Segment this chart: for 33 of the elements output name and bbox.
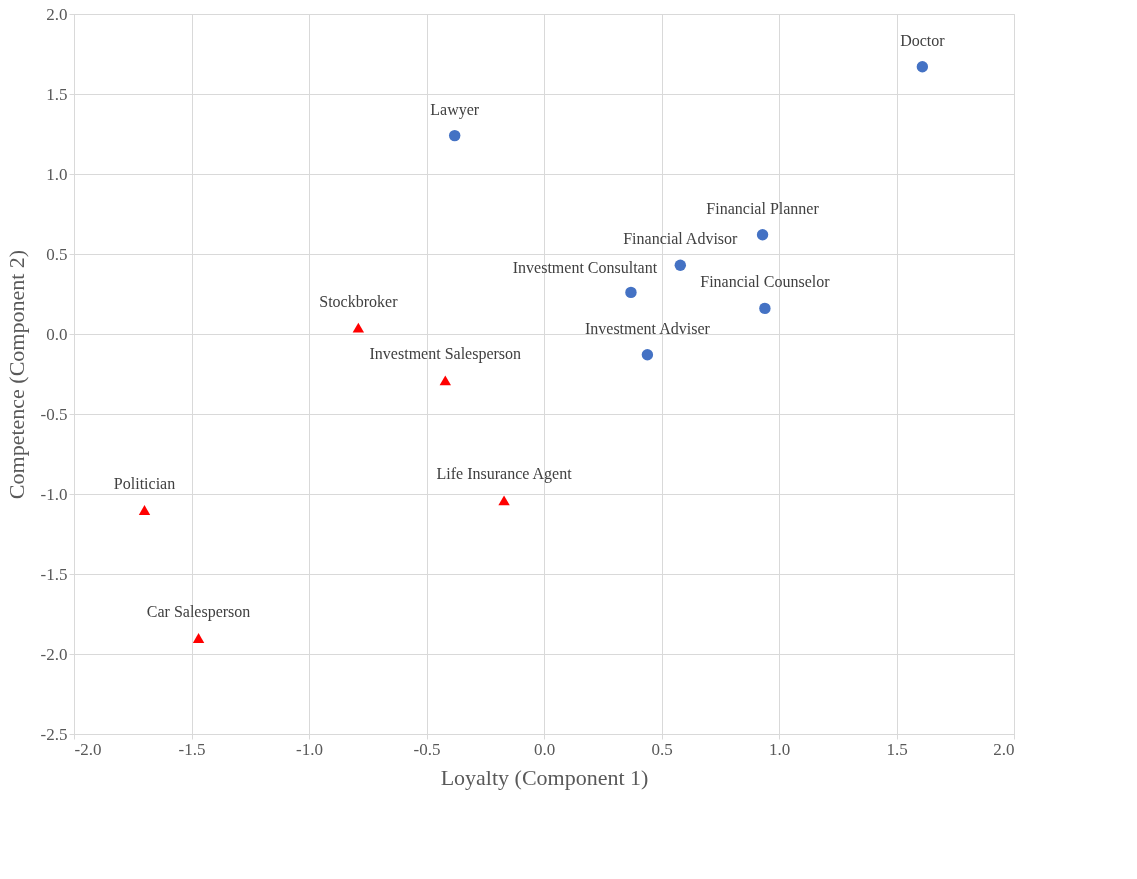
annotation: Investment Salesperson: [369, 345, 522, 364]
annotation: Life Insurance Agent: [436, 465, 573, 484]
x-tick-label: 0.5: [651, 739, 673, 759]
x-axis-title: Loyalty (Component 1): [440, 764, 649, 790]
annotation: Lawyer: [430, 100, 480, 119]
y-tick-label: 1.5: [46, 84, 68, 104]
annotation: Car Salesperson: [146, 603, 251, 621]
y-tick-label: -0.5: [40, 404, 68, 424]
y-tick-label: 0.0: [46, 324, 68, 344]
annotation: Investment Consultant: [512, 259, 658, 277]
annotation: Financial Planner: [706, 199, 820, 217]
y-tick-label: -2.5: [40, 724, 68, 744]
x-tick-label: 0.0: [533, 739, 556, 759]
x-tick-label: -0.5: [413, 739, 441, 759]
y-tick-label: -2.0: [40, 644, 68, 664]
y-tick-label: 0.5: [46, 244, 68, 264]
annotation: Financial Advisor: [623, 230, 739, 248]
x-tick-label: 2.0: [993, 739, 1015, 759]
annotation: Financial Counselor: [700, 273, 831, 291]
annotation: Investment Adviser: [584, 319, 711, 337]
x-tick-label: -2.0: [74, 739, 102, 759]
x-tick-label: 1.0: [768, 739, 791, 759]
x-tick-label: 1.5: [886, 739, 908, 759]
y-tick-label: -1.0: [40, 484, 68, 504]
y-tick-label: -1.5: [40, 564, 68, 584]
x-tick-label: -1.5: [178, 739, 206, 759]
annotation: Politician: [113, 475, 176, 492]
annotation: Doctor: [900, 31, 946, 49]
annotation: Stockbroker: [319, 292, 399, 310]
y-tick-label: 2.0: [46, 4, 68, 24]
y-tick-label: 1.0: [46, 164, 68, 184]
x-tick-label: -1.0: [296, 739, 323, 759]
y-axis-title: Competence (Component 2): [3, 249, 29, 500]
